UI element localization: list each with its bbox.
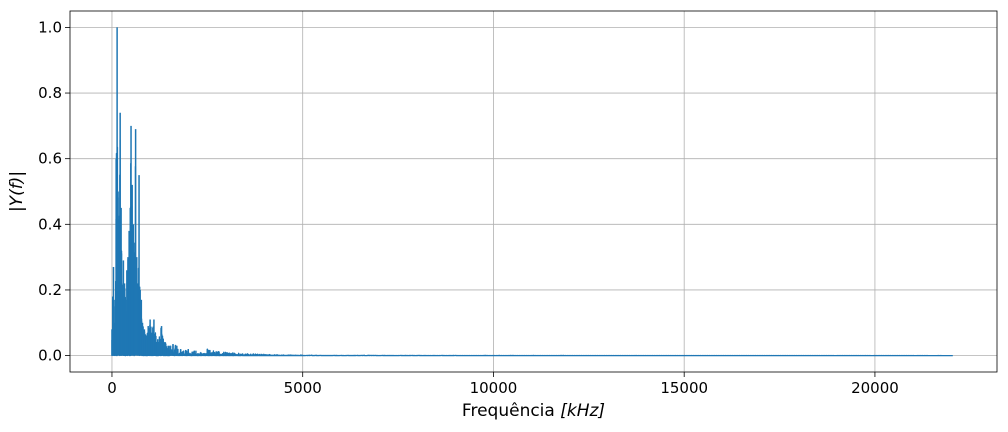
series-layer (111, 27, 954, 357)
x-tick-label: 5000 (284, 379, 322, 397)
y-axis-ticks: 0.0 0.2 0.4 0.6 0.8 1.0 (38, 18, 70, 365)
y-axis-label: |Y(f)| (7, 171, 27, 212)
spectrum-line (111, 139, 954, 357)
grid (70, 11, 997, 372)
y-tick-label: 1.0 (38, 18, 62, 36)
x-tick-label: 10000 (470, 379, 518, 397)
x-tick-label: 20000 (851, 379, 899, 397)
x-axis-label: Frequência [kHz] (462, 401, 605, 421)
plot-frame (69, 10, 998, 373)
x-axis-ticks: 0 5000 10000 15000 20000 (107, 372, 899, 397)
y-tick-label: 0.6 (38, 150, 62, 168)
x-tick-label: 0 (107, 379, 117, 397)
x-tick-label: 15000 (660, 379, 708, 397)
y-tick-label: 0.0 (38, 347, 62, 365)
y-tick-label: 0.8 (38, 84, 62, 102)
x-axis-label-unit: [kHz] (560, 401, 605, 421)
x-axis-label-main: Frequência (462, 401, 560, 421)
y-tick-label: 0.2 (38, 281, 62, 299)
y-tick-label: 0.4 (38, 215, 62, 233)
